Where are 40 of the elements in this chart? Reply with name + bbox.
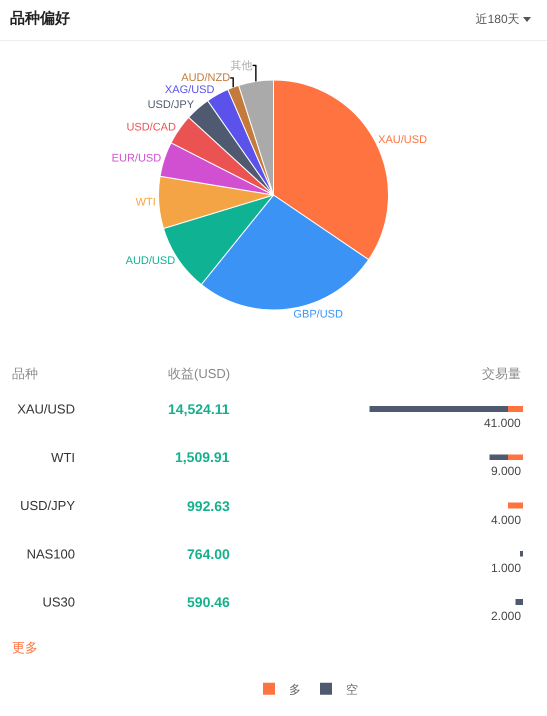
slice-label: GBP/USD bbox=[293, 308, 343, 321]
slice-label: XAU/USD bbox=[378, 134, 428, 146]
text: 收益(USD) bbox=[168, 366, 230, 381]
bar bbox=[489, 454, 508, 460]
text: 1,509.91 bbox=[175, 449, 230, 465]
annotation: 41.000 bbox=[484, 416, 522, 430]
text: 992.63 bbox=[187, 498, 230, 514]
annotation: 9.000 bbox=[491, 464, 522, 478]
legend-label: 多 bbox=[289, 682, 301, 696]
text: 14,524.11 bbox=[168, 401, 230, 417]
slice-label: AUD/NZD bbox=[181, 72, 230, 84]
bar bbox=[508, 454, 524, 460]
text: 590.46 bbox=[187, 594, 230, 610]
slice-label: WTI bbox=[136, 196, 156, 209]
slice-label: USD/CAD bbox=[126, 122, 176, 134]
slice-label: AUD/USD bbox=[126, 255, 176, 268]
y-tick-label: XAU/USD bbox=[17, 402, 75, 417]
bar bbox=[508, 406, 524, 412]
text: 更多 bbox=[12, 640, 38, 655]
y-tick-label: US30 bbox=[42, 594, 75, 610]
text: 764.00 bbox=[187, 546, 230, 562]
slice-label: EUR/USD bbox=[112, 152, 162, 165]
bar bbox=[370, 406, 508, 412]
text: 近180天 bbox=[476, 12, 520, 26]
x-axis-title: 交易量 bbox=[482, 366, 521, 381]
annotation: 2.000 bbox=[491, 609, 522, 623]
y-axis-title: 品种 bbox=[12, 366, 38, 381]
slice-label: XAG/USD bbox=[164, 84, 214, 96]
y-tick-label: USD/JPY bbox=[20, 498, 76, 514]
chart-title: 品种偏好 bbox=[10, 9, 70, 28]
bar bbox=[515, 599, 524, 605]
y-tick-label: NAS100 bbox=[26, 546, 75, 562]
annotation: 4.000 bbox=[491, 513, 522, 527]
slice-label: 其他 bbox=[230, 59, 253, 72]
legend-label: 空 bbox=[346, 682, 358, 696]
bar bbox=[520, 550, 524, 557]
y-tick-label: WTI bbox=[51, 450, 75, 465]
annotation: 1.000 bbox=[491, 561, 522, 575]
bar bbox=[508, 502, 524, 508]
slice-label: USD/JPY bbox=[148, 99, 195, 112]
